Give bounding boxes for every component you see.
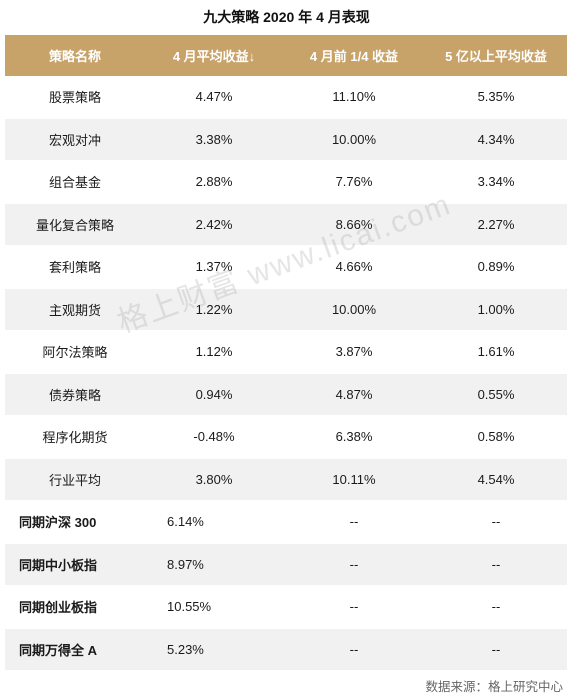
above-500m-cell: 0.58% [425, 415, 567, 459]
avg-return-cell: 8.97% [145, 543, 283, 586]
above-500m-cell: -- [425, 628, 567, 671]
data-source-note: 数据来源：格上研究中心 [425, 680, 563, 694]
table-header-row: 策略名称 4 月平均收益↓ 4 月前 1/4 收益 5 亿以上平均收益 [5, 35, 567, 76]
above-500m-cell: 0.55% [425, 373, 567, 416]
strategy-name-cell: 程序化期货 [5, 415, 145, 459]
top-quarter-cell: 4.66% [283, 245, 425, 289]
header-strategy-name: 策略名称 [5, 35, 145, 76]
strategy-name-cell: 行业平均 [5, 458, 145, 501]
strategy-name-cell: 阿尔法策略 [5, 330, 145, 374]
table-row: 阿尔法策略 1.12% 3.87% 1.61% [5, 330, 567, 374]
benchmark-name-cell: 同期中小板指 [5, 543, 145, 586]
table-row: 行业平均 3.80% 10.11% 4.54% [5, 458, 567, 501]
table-row: 股票策略 4.47% 11.10% 5.35% [5, 76, 567, 119]
avg-return-cell: -0.48% [145, 415, 283, 459]
avg-return-cell: 3.38% [145, 118, 283, 161]
header-top-quarter-return[interactable]: 4 月前 1/4 收益 [283, 35, 425, 76]
top-quarter-cell: 10.00% [283, 118, 425, 161]
top-quarter-cell: 4.87% [283, 373, 425, 416]
top-quarter-cell: 10.11% [283, 458, 425, 501]
avg-return-cell: 3.80% [145, 458, 283, 501]
benchmark-name-cell: 同期创业板指 [5, 585, 145, 629]
table-row: 组合基金 2.88% 7.76% 3.34% [5, 160, 567, 204]
avg-return-cell: 10.55% [145, 585, 283, 629]
above-500m-cell: -- [425, 500, 567, 544]
top-quarter-cell: -- [283, 543, 425, 586]
avg-return-cell: 1.12% [145, 330, 283, 374]
above-500m-cell: -- [425, 543, 567, 586]
strategy-name-cell: 组合基金 [5, 160, 145, 204]
above-500m-cell: 1.00% [425, 288, 567, 331]
table-row: 债券策略 0.94% 4.87% 0.55% [5, 373, 567, 416]
strategy-name-cell: 债券策略 [5, 373, 145, 416]
header-april-average-return[interactable]: 4 月平均收益↓ [145, 35, 283, 76]
table-row: 量化复合策略 2.42% 8.66% 2.27% [5, 203, 567, 246]
avg-return-cell: 6.14% [145, 500, 283, 544]
top-quarter-cell: -- [283, 585, 425, 629]
header-above-500m-average-return[interactable]: 5 亿以上平均收益 [425, 35, 567, 76]
benchmark-row: 同期沪深 300 6.14% -- -- [5, 500, 567, 544]
top-quarter-cell: 11.10% [283, 76, 425, 119]
benchmark-row: 同期创业板指 10.55% -- -- [5, 585, 567, 629]
above-500m-cell: 0.89% [425, 245, 567, 289]
strategy-name-cell: 量化复合策略 [5, 203, 145, 246]
table-title: 九大策略 2020 年 4 月表现 [203, 9, 370, 25]
strategy-name-cell: 股票策略 [5, 76, 145, 119]
strategy-name-cell: 套利策略 [5, 245, 145, 289]
top-quarter-cell: -- [283, 500, 425, 544]
above-500m-cell: 1.61% [425, 330, 567, 374]
benchmark-name-cell: 同期沪深 300 [5, 500, 145, 544]
top-quarter-cell: 7.76% [283, 160, 425, 204]
benchmark-name-cell: 同期万得全 A [5, 628, 145, 671]
avg-return-cell: 1.37% [145, 245, 283, 289]
strategy-performance-table: 策略名称 4 月平均收益↓ 4 月前 1/4 收益 5 亿以上平均收益 股票策略… [5, 35, 567, 671]
avg-return-cell: 0.94% [145, 373, 283, 416]
strategy-name-cell: 宏观对冲 [5, 118, 145, 161]
table-row: 套利策略 1.37% 4.66% 0.89% [5, 245, 567, 289]
above-500m-cell: 5.35% [425, 76, 567, 119]
top-quarter-cell: 10.00% [283, 288, 425, 331]
above-500m-cell: -- [425, 585, 567, 629]
top-quarter-cell: -- [283, 628, 425, 671]
above-500m-cell: 3.34% [425, 160, 567, 204]
avg-return-cell: 2.88% [145, 160, 283, 204]
avg-return-cell: 1.22% [145, 288, 283, 331]
table-row: 程序化期货 -0.48% 6.38% 0.58% [5, 415, 567, 459]
top-quarter-cell: 3.87% [283, 330, 425, 374]
avg-return-cell: 5.23% [145, 628, 283, 671]
avg-return-cell: 2.42% [145, 203, 283, 246]
top-quarter-cell: 6.38% [283, 415, 425, 459]
table-row: 宏观对冲 3.38% 10.00% 4.34% [5, 118, 567, 161]
above-500m-cell: 4.34% [425, 118, 567, 161]
benchmark-row: 同期中小板指 8.97% -- -- [5, 543, 567, 586]
avg-return-cell: 4.47% [145, 76, 283, 119]
top-quarter-cell: 8.66% [283, 203, 425, 246]
above-500m-cell: 2.27% [425, 203, 567, 246]
above-500m-cell: 4.54% [425, 458, 567, 501]
table-row: 主观期货 1.22% 10.00% 1.00% [5, 288, 567, 331]
benchmark-row: 同期万得全 A 5.23% -- -- [5, 628, 567, 671]
strategy-name-cell: 主观期货 [5, 288, 145, 331]
